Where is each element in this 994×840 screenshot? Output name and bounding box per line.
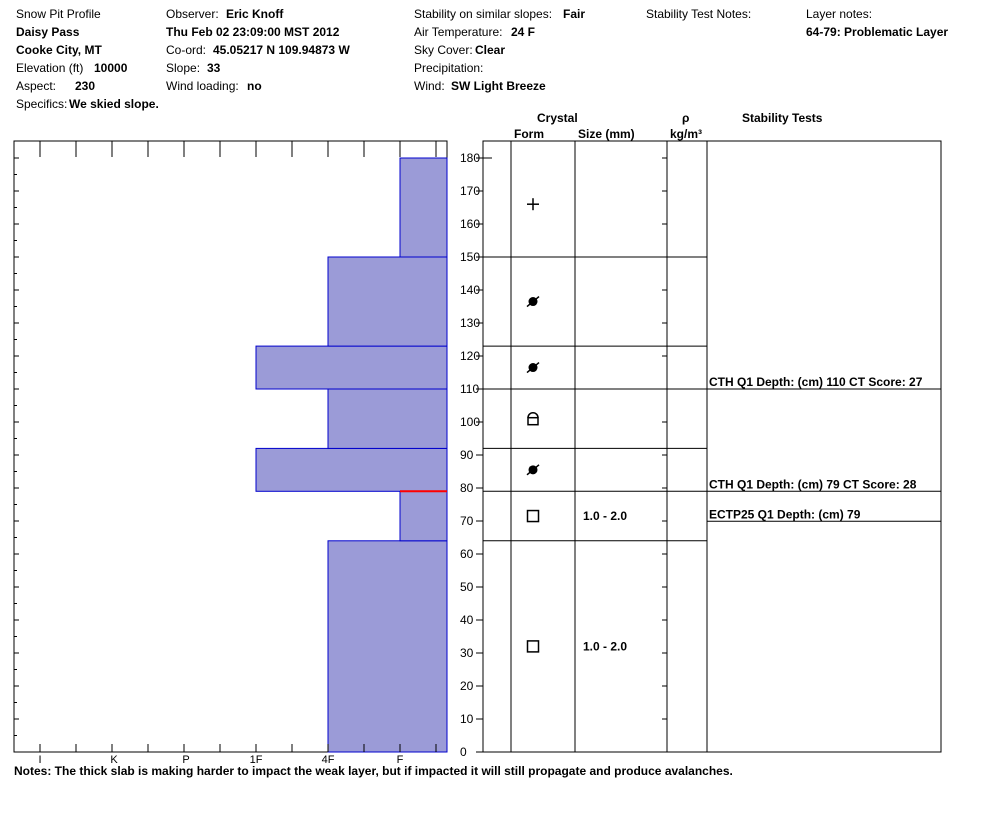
crystal-form-decomposing-fragments-icon [526, 464, 540, 476]
site-name: Daisy Pass [16, 25, 80, 39]
stability-test-text: ECTP25 Q1 Depth: (cm) 79 [709, 507, 861, 521]
stability-label: Stability on similar slopes: [414, 7, 553, 21]
depth-label: 30 [460, 646, 474, 660]
hardness-bar-3 [327, 388, 448, 449]
hardness-label-p: P [182, 754, 189, 766]
depth-label: 170 [460, 184, 480, 198]
coord-label: Co-ord: [166, 43, 207, 57]
depth-label: 10 [460, 712, 474, 726]
hardness-bar-6 [399, 157, 448, 258]
hardness-bar-1 [399, 490, 448, 542]
stability-notes-label: Stability Test Notes: [646, 7, 752, 21]
depth-label: 180 [460, 151, 480, 165]
crystal-form-decomposing-fragments-icon [526, 295, 540, 308]
density-unit: kg/m³ [670, 127, 703, 141]
form-header: Form [514, 127, 544, 141]
aspect-value: 230 [75, 79, 96, 93]
hardness-label-1f: 1F [250, 754, 263, 766]
sky-cover-label: Sky Cover: [414, 43, 473, 57]
location: Cooke City, MT [16, 43, 102, 57]
hardness-bar-0 [327, 540, 448, 753]
depth-label: 0 [460, 745, 467, 759]
crystal-header: Crystal [537, 111, 578, 125]
sky-cover-value: Clear [475, 43, 506, 57]
specifics-label: Specifics: [16, 97, 68, 111]
notes: Notes: The thick slab is making harder t… [14, 764, 733, 778]
layer-notes-label: Layer notes: [806, 7, 873, 21]
depth-label: 20 [460, 679, 474, 693]
hardness-plot: I K P 1F 4F F [13, 140, 448, 766]
stability-value: Fair [563, 7, 586, 21]
layer-notes-value: 64-79: Problematic Layer [806, 25, 949, 39]
hardness-bar-4 [255, 345, 448, 390]
depth-label: 120 [460, 349, 480, 363]
crystal-form-facets-icon [526, 509, 540, 523]
depth-label: 110 [460, 382, 479, 396]
crystal-form-decomposing-fragments-icon [526, 361, 540, 374]
layer-table: 1.0 - 2.0 1.0 - 2.0 CTH Q1 Depth: (cm) 110… [482, 140, 942, 753]
depth-label: 70 [460, 514, 474, 528]
precipitation-label: Precipitation: [414, 61, 484, 75]
depth-label: 140 [460, 283, 480, 297]
air-temp-label: Air Temperature: [414, 25, 503, 39]
slope-value: 33 [207, 61, 221, 75]
datetime: Thu Feb 02 23:09:00 MST 2012 [166, 25, 340, 39]
elevation-label: Elevation (ft) [16, 61, 84, 75]
slope-label: Slope: [166, 61, 201, 75]
hardness-label-k: K [110, 754, 118, 766]
air-temp-value: 24 F [511, 25, 536, 39]
hardness-label-i: I [38, 754, 41, 766]
hardness-bar-2 [255, 447, 448, 492]
crystal-form-rounding-facets-icon [527, 412, 539, 426]
table-frame [482, 140, 942, 753]
hardness-label-4f: 4F [322, 754, 335, 766]
stability-test-text: CTH Q1 Depth: (cm) 79 CT Score: 28 [709, 477, 917, 491]
grain-size-label: 1.0 - 2.0 [583, 639, 627, 653]
depth-label: 100 [460, 415, 480, 429]
hardness-label-f: F [397, 754, 404, 766]
elevation-value: 10000 [94, 61, 128, 75]
coord-value: 45.05217 N 109.94873 W [213, 43, 350, 57]
depth-label: 90 [460, 448, 474, 462]
size-header: Size (mm) [578, 127, 635, 141]
depth-axis: 0 10 20 30 40 50 60 70 80 90 100 110 120 130 140 150 160… [460, 151, 492, 759]
crystal-form-precipitation-icon [527, 198, 539, 211]
wind-loading-value: no [247, 79, 262, 93]
depth-label: 40 [460, 613, 474, 627]
wind-label: Wind: [414, 79, 445, 93]
depth-label: 130 [460, 316, 480, 330]
depth-label: 80 [460, 481, 474, 495]
aspect-label: Aspect: [16, 79, 57, 93]
stability-tests-header: Stability Tests [742, 111, 823, 125]
grain-size-label: 1.0 - 2.0 [583, 509, 627, 523]
depth-label: 50 [460, 580, 474, 594]
observer-value: Eric Knoff [226, 7, 284, 21]
profile-title: Snow Pit Profile [16, 7, 101, 21]
stability-test-text: CTH Q1 Depth: (cm) 110 CT Score: 27 [709, 375, 923, 389]
depth-label: 160 [460, 217, 480, 231]
depth-label: 60 [460, 547, 474, 561]
crystal-form-facets-icon [526, 640, 540, 653]
wind-value: SW Light Breeze [451, 79, 546, 93]
hardness-bar-5 [327, 256, 448, 347]
specifics-value: We skied slope. [69, 97, 159, 111]
wind-loading-label: Wind loading: [166, 79, 239, 93]
density-symbol: ρ [682, 111, 690, 125]
depth-label: 150 [460, 250, 480, 264]
observer-label: Observer: [166, 7, 219, 21]
